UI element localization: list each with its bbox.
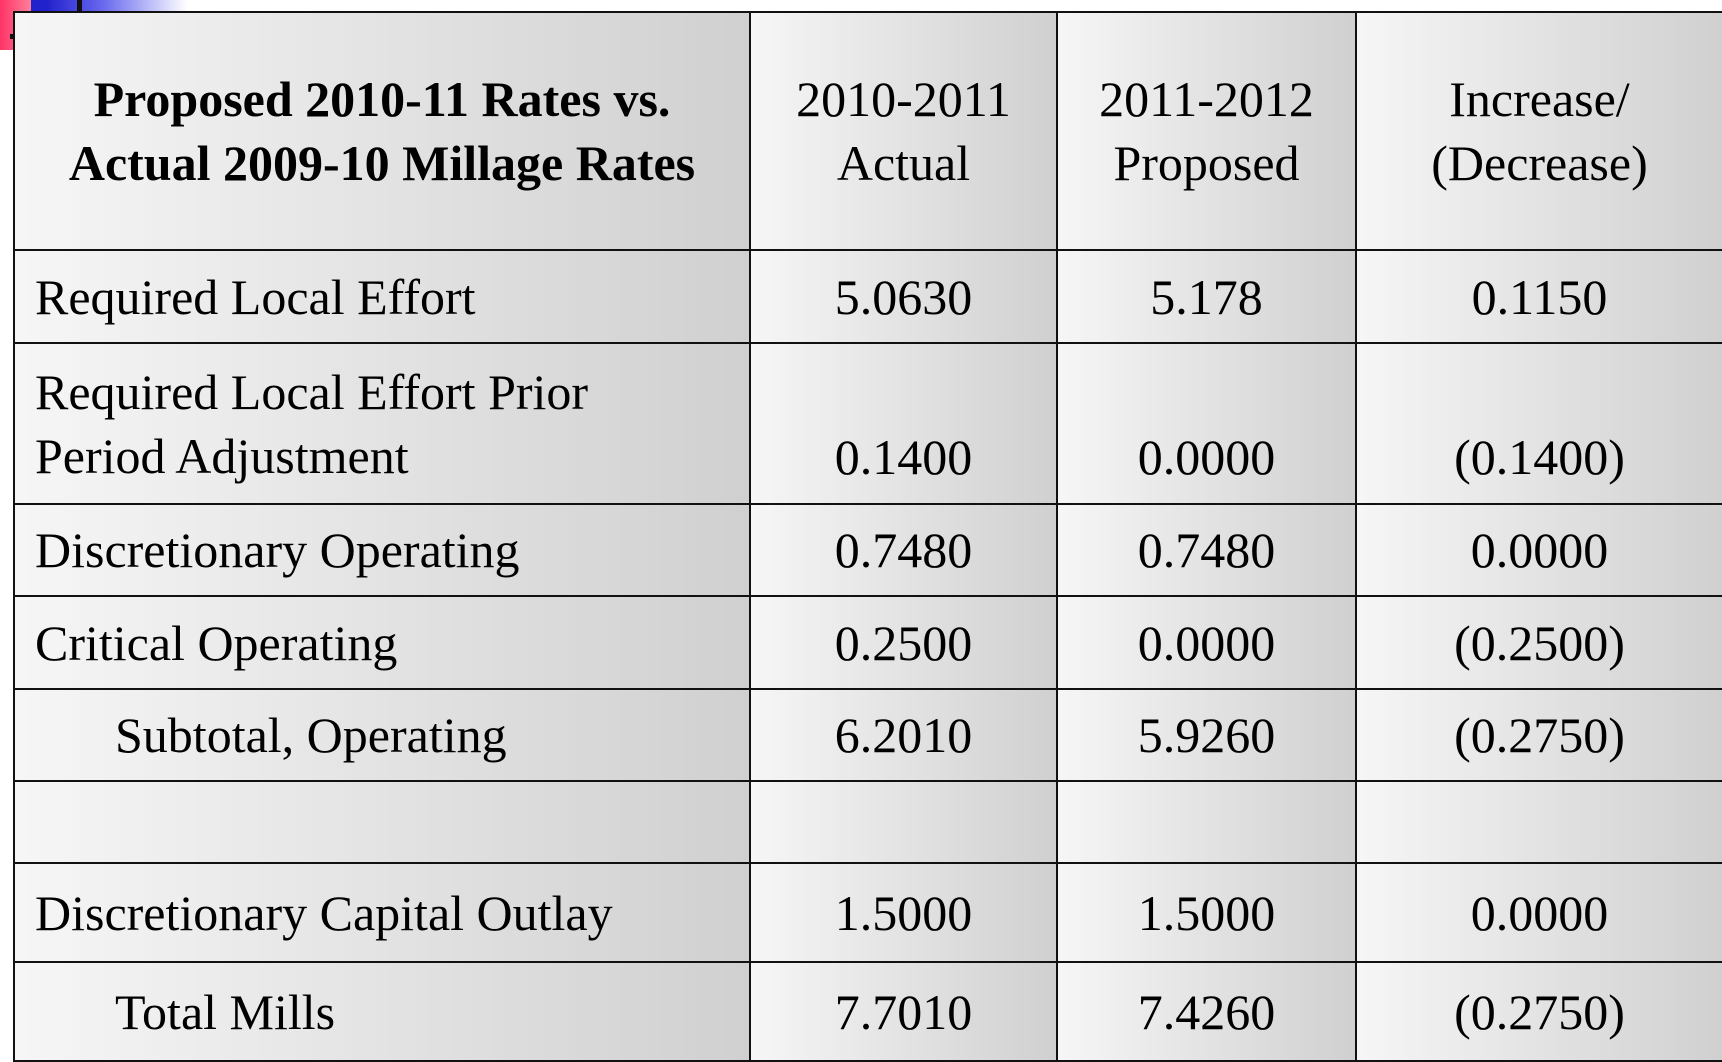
value-cell: 0.0000 [1056, 342, 1357, 505]
cell-text: Period Adjustment [35, 427, 409, 484]
value-cell: (0.2500) [1355, 595, 1722, 690]
cell-text: 2010-2011 [796, 71, 1011, 127]
cell-text: (Decrease) [1431, 135, 1648, 191]
data-row: Discretionary Capital Outlay 1.5000 1.5000… [13, 862, 1722, 963]
data-row: Subtotal, Operating 6.2010 5.9260 (0.2750) [13, 688, 1722, 782]
value-cell: 1.5000 [749, 862, 1058, 963]
value-cell: 0.0000 [1355, 503, 1722, 597]
header-cell: 2011-2012 Proposed [1056, 11, 1357, 251]
millage-table: Proposed 2010-11 Rates vs. Actual 2009-10… [13, 11, 1722, 1062]
cell-text: Actual 2009-10 Millage Rates [68, 135, 696, 191]
row-label: Discretionary Operating [13, 503, 751, 597]
cell-text: Discretionary Capital Outlay [35, 884, 613, 941]
value-cell: 1.5000 [1056, 862, 1357, 963]
cell-text: Increase/ [1449, 71, 1630, 127]
cell-text: Total Mills [115, 983, 336, 1040]
header-cell: Increase/ (Decrease) [1355, 11, 1722, 251]
value-cell: (0.2750) [1355, 961, 1722, 1062]
cell-text: 2011-2012 [1099, 71, 1314, 127]
value-cell: 6.2010 [749, 688, 1058, 782]
row-label: Discretionary Capital Outlay [13, 862, 751, 963]
cell-text: Subtotal, Operating [115, 707, 507, 763]
value-cell: 0.7480 [1056, 503, 1357, 597]
header-cell: 2010-2011 Actual [749, 11, 1058, 251]
value-cell: 0.0000 [1355, 862, 1722, 963]
row-label: Required Local Effort Prior Period Adjust… [13, 342, 751, 505]
value-cell: (0.1400) [1355, 342, 1722, 505]
data-row: Required Local Effort Prior Period Adjust… [13, 342, 1722, 505]
cell-text: Required Local Effort [35, 268, 476, 325]
spacer-row [13, 780, 1722, 864]
value-cell: 5.9260 [1056, 688, 1357, 782]
cell-text: Discretionary Operating [35, 522, 520, 578]
cell-text: Proposed 2010-11 Rates vs. [93, 71, 671, 127]
value-cell: 0.0000 [1056, 595, 1357, 690]
value-cell: (0.2750) [1355, 688, 1722, 782]
empty-cell [13, 780, 751, 864]
value-cell: 7.4260 [1056, 961, 1357, 1062]
row-label: Required Local Effort [13, 249, 751, 344]
header-cell: Proposed 2010-11 Rates vs. Actual 2009-10… [13, 11, 751, 251]
row-label: Subtotal, Operating [13, 688, 751, 782]
value-cell: 0.2500 [749, 595, 1058, 690]
empty-cell [1056, 780, 1357, 864]
empty-cell [749, 780, 1058, 864]
row-label: Critical Operating [13, 595, 751, 690]
cell-text: Critical Operating [35, 614, 398, 671]
empty-cell [1355, 780, 1722, 864]
cell-text: Proposed [1113, 135, 1300, 191]
data-row: Critical Operating 0.2500 0.0000 (0.2500) [13, 595, 1722, 690]
data-row: Required Local Effort 5.0630 5.178 0.1150 [13, 249, 1722, 344]
row-label: Total Mills [13, 961, 751, 1062]
header-row: Proposed 2010-11 Rates vs. Actual 2009-10… [13, 11, 1722, 251]
cell-text: Required Local Effort Prior [35, 363, 589, 420]
data-row: Discretionary Operating 0.7480 0.7480 0.000… [13, 503, 1722, 597]
value-cell: 7.7010 [749, 961, 1058, 1062]
value-cell: 0.1150 [1355, 249, 1722, 344]
value-cell: 0.1400 [749, 342, 1058, 505]
value-cell: 5.0630 [749, 249, 1058, 344]
value-cell: 0.7480 [749, 503, 1058, 597]
cell-text: Actual [836, 135, 971, 191]
value-cell: 5.178 [1056, 249, 1357, 344]
data-row: Total Mills 7.7010 7.4260 (0.2750) [13, 961, 1722, 1062]
